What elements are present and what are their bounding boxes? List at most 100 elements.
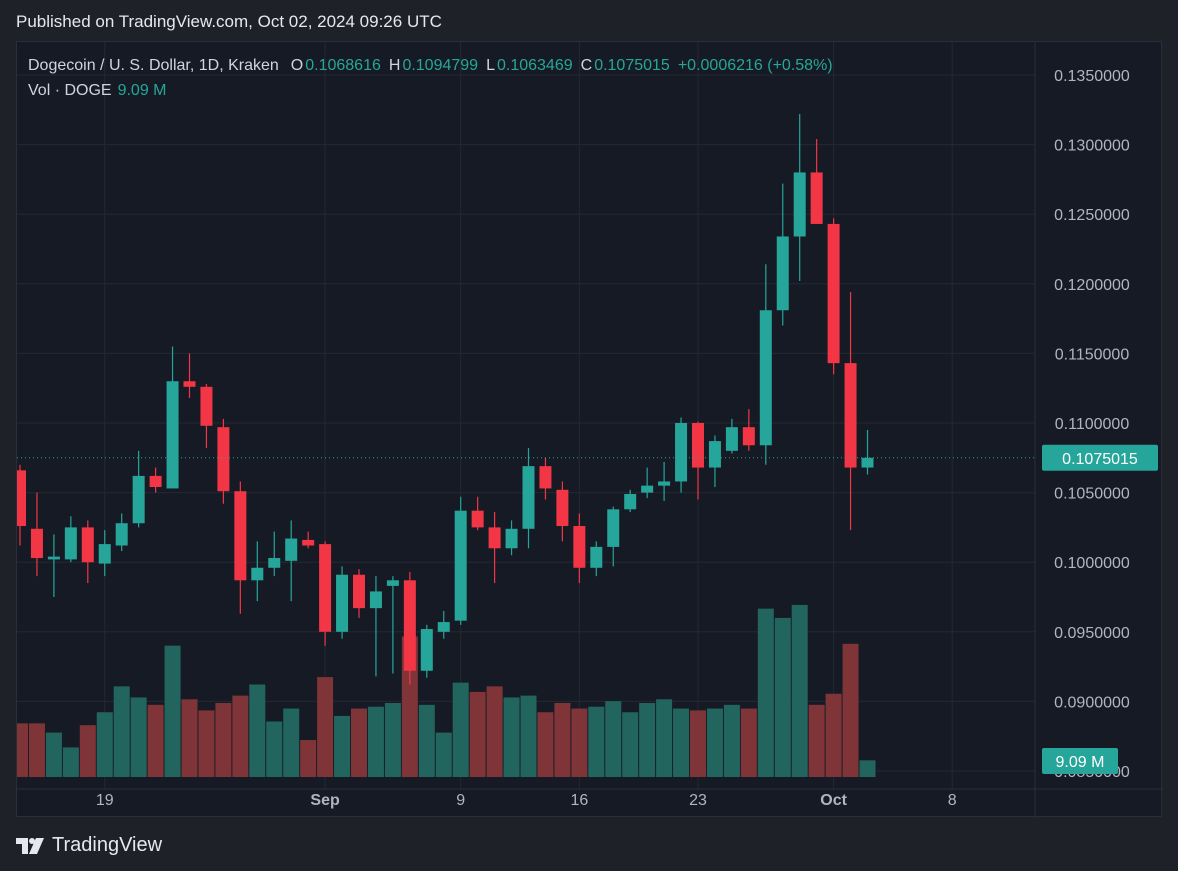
candle-body (268, 558, 281, 568)
volume-bar (79, 725, 96, 777)
candle-body (488, 527, 501, 549)
time-tick-label: 23 (689, 792, 707, 809)
candle-body (471, 510, 484, 528)
volume-bar (45, 732, 62, 777)
volume-bar (334, 715, 351, 777)
time-tick-label: Sep (310, 792, 340, 809)
low-key: L (486, 57, 495, 74)
candle-body (302, 539, 315, 546)
tradingview-logo-icon (16, 837, 44, 854)
candle-body (386, 580, 399, 586)
candlestick-chart[interactable]: 0.1350000 0.1300000 0.1250000 0.1200000 0.11… (17, 42, 1163, 818)
volume-bar (113, 686, 130, 777)
candle-body (556, 489, 569, 527)
volume-label[interactable]: Vol · DOGE (28, 82, 112, 99)
volume-bar (215, 703, 232, 777)
candle-body (132, 475, 145, 524)
time-tick-label: Oct (820, 792, 847, 809)
volume-value: 9.09 M (117, 82, 167, 99)
volume-bar (859, 760, 876, 777)
time-tick-label: 19 (96, 792, 114, 809)
volume-bar (588, 706, 605, 777)
candle-body (403, 580, 416, 671)
volume-bar (147, 704, 164, 777)
close-key: C (580, 57, 593, 74)
symbol-label[interactable]: Dogecoin / U. S. Dollar, 1D, Kraken (28, 57, 279, 74)
volume-bar (96, 712, 113, 777)
candle-body (17, 470, 26, 527)
candle-body (285, 538, 298, 561)
candle-body (827, 223, 840, 364)
volume-bar (486, 686, 503, 777)
volume-bar (300, 740, 317, 777)
axes: 0.1350000 0.1300000 0.1250000 0.1200000 0.11… (17, 42, 1163, 818)
volume-bar (706, 708, 723, 777)
open-value: 0.1068616 (305, 57, 381, 74)
time-tick-label: 16 (570, 792, 588, 809)
volume-bar (774, 617, 791, 777)
volume-bar (791, 604, 808, 777)
volume-bar (503, 697, 520, 777)
volume-bar (639, 703, 656, 777)
candles (17, 113, 874, 685)
volume-bar (17, 723, 28, 777)
volume-bar (62, 747, 79, 777)
candle-body (437, 622, 450, 632)
volume-bar (401, 636, 418, 777)
candle-body (336, 574, 349, 632)
chart-panel[interactable]: 0.1350000 0.1300000 0.1250000 0.1200000 0.11… (16, 41, 1163, 818)
candle-body (353, 574, 365, 609)
candle-body (149, 475, 162, 488)
volume-badge-label: 9.09 M (1056, 754, 1105, 771)
price-tick-label: 0.1150000 (1055, 346, 1130, 363)
volume-bar (249, 684, 266, 777)
volume-bar (520, 695, 537, 777)
candle-body (844, 363, 857, 468)
volume-bar (723, 704, 740, 777)
volume-bars (17, 604, 876, 777)
price-tick-label: 0.1350000 (1054, 68, 1130, 85)
volume-bar (571, 708, 588, 777)
volume-bar (740, 708, 757, 777)
change-value: +0.0006216 (+0.58%) (677, 57, 833, 74)
candle-body (234, 491, 247, 581)
volume-bar (757, 608, 774, 777)
candle-body (573, 526, 586, 568)
candle-body (217, 427, 230, 492)
candle-body (861, 457, 874, 468)
volume-bar (469, 691, 486, 777)
volume-bar (554, 703, 571, 777)
volume-bar (317, 677, 334, 777)
volume-bar (384, 703, 401, 777)
price-badge-label: 0.1075015 (1062, 451, 1138, 468)
volume-bar (198, 710, 215, 777)
candle-body (522, 466, 535, 529)
candle-body (810, 172, 823, 224)
candle-body (98, 544, 111, 564)
candle-body (115, 523, 128, 546)
time-tick-label: 8 (948, 792, 957, 809)
published-header: Published on TradingView.com, Oct 02, 20… (16, 12, 442, 31)
candle-body (607, 509, 620, 547)
volume-bar (842, 643, 859, 777)
candle-body (776, 236, 789, 311)
volume-bar (418, 704, 435, 777)
volume-bar (232, 695, 249, 777)
ohlc-legend: Dogecoin / U. S. Dollar, 1D, Kraken O 0.10… (28, 57, 841, 75)
tradingview-footer[interactable]: TradingView (16, 834, 162, 857)
candle-body (539, 466, 552, 489)
candle-body (251, 567, 264, 581)
price-tick-label: 0.1300000 (1054, 138, 1130, 155)
candle-body (81, 527, 94, 563)
price-tick-label: 0.1250000 (1054, 207, 1130, 224)
candle-body (183, 381, 196, 387)
volume-bar (181, 699, 198, 777)
candle-body (725, 427, 738, 451)
candle-body (692, 423, 704, 468)
volume-bar (825, 693, 842, 777)
volume-bar (283, 708, 300, 777)
volume-bar (605, 701, 622, 777)
volume-bar (435, 732, 452, 777)
footer-brand: TradingView (52, 834, 163, 856)
price-tick-label: 0.1000000 (1054, 555, 1130, 572)
